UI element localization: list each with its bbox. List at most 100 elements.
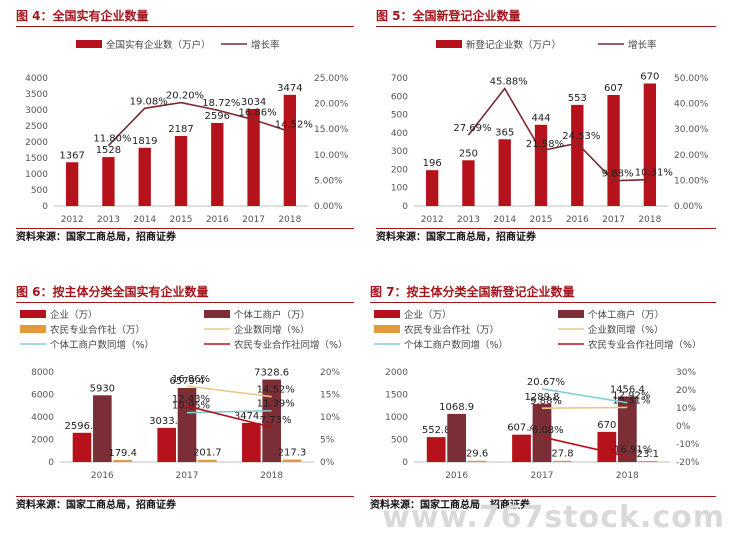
bar [211,122,224,206]
x-tick-label: 2015 [530,215,553,225]
line-data-label: 10.95% [172,401,210,412]
y2-tick-label: 30% [676,368,696,378]
y2-tick-label: 20.00% [314,100,349,110]
bar-data-label: 23.1 [637,449,659,460]
legend-swatch [436,40,462,48]
x-tick-label: 2014 [493,215,516,225]
bar-data-label: 217.3 [278,448,307,459]
line-data-label: 20.20% [166,91,204,102]
bar [467,460,487,462]
chart-title: 图 7：按主体分类全国新登记企业数量 [370,284,716,303]
bar-data-label: 5930 [90,383,115,394]
bar-data-label: 1528 [96,145,121,156]
bar-data-label: 196 [423,158,442,169]
line-data-label: 12.43% [172,394,210,405]
bar [283,94,297,206]
chart-source: 资料来源：国家工商总局，招商证券 [16,496,354,514]
bar-data-label: 670 [597,420,616,431]
x-tick-label: 2018 [260,471,283,481]
bar-data-label: 201.7 [193,448,222,459]
bar-data-label: 1289.8 [525,392,560,403]
chart-panel-fig6: 图 6：按主体分类全国实有企业数量 企业（万） 个体工商户（万） 农民专业合作社（万… [16,284,354,516]
bar-data-label: 2596.1 [65,421,100,432]
bar-data-label: 1068.9 [439,402,474,413]
bar [247,108,260,206]
bar [571,104,584,206]
bar [462,160,475,206]
bar [282,459,302,462]
y-tick-label: 200 [391,165,408,175]
bar-data-label: 607.4 [507,423,536,434]
x-tick-label: 2018 [638,215,661,225]
bar [617,396,637,462]
y2-tick-label: 20.00% [674,151,709,161]
y-tick-label: 2000 [385,368,408,378]
y-tick-label: 500 [391,111,408,121]
line-data-label: -16.91% [610,444,652,455]
line-data-label: 20.67% [527,377,565,388]
y2-tick-label: 25.00% [314,74,349,84]
bar-data-label: 29.6 [466,449,488,460]
x-tick-label: 2017 [531,471,554,481]
line-data-label: 27.69% [453,123,491,134]
x-tick-label: 2017 [176,471,199,481]
x-tick-label: 2013 [457,215,480,225]
line-data-label: 14.52% [257,385,295,396]
series-line [467,87,650,182]
y-tick-label: 300 [391,147,408,157]
bar [93,395,112,462]
bar [597,431,617,462]
x-tick-label: 2018 [616,471,639,481]
bar-data-label: 7328.6 [254,368,289,379]
line-data-label: 10.31% [612,395,650,406]
legend-swatch [20,325,46,333]
series-line [107,101,291,147]
line-data-label: 24.53% [562,131,600,142]
series-line [541,436,628,458]
y-tick-label: 500 [391,436,408,446]
y-tick-label: 700 [391,74,408,84]
bar [425,170,439,206]
bar-data-label: 553 [568,93,587,104]
y-tick-label: 600 [391,92,408,102]
bar [113,459,132,462]
legend-label: 新登记企业数（万户） [466,39,561,51]
y-tick-label: 0 [402,202,408,212]
y-tick-label: 500 [31,186,48,196]
legend-label: 企业数同增（%） [588,324,664,336]
legend-label: 增长率 [251,39,280,51]
bar [498,139,511,206]
legend-label: 全国实有企业数（万户） [106,39,211,51]
bar-data-label: 3034 [241,97,266,108]
legend-label: 企业（万） [404,309,452,321]
series-line [186,385,272,398]
bar-data-label: 27.8 [551,449,573,460]
bar [426,437,446,462]
x-tick-label: 2012 [61,215,84,225]
chart-panel-fig7: 图 7：按主体分类全国新登记企业数量 企业（万） 个体工商户（万） 农民专业合作社（… [370,284,716,516]
bar-data-label: 1367 [59,150,84,161]
line-data-label: 16.86% [239,108,277,119]
y-tick-label: 2000 [25,138,48,148]
y2-tick-label: 30.00% [674,125,709,135]
legend-swatch [558,310,584,318]
y2-tick-label: 5% [320,436,335,446]
x-tick-label: 2016 [566,215,589,225]
line-data-label: 14.52% [275,120,313,131]
line-data-label: 12.92% [612,391,650,402]
line-data-label: 10.31% [635,168,673,179]
bar [638,460,658,462]
line-data-label: 11.39% [257,399,295,410]
bar [174,136,188,206]
chart-fig6: 企业（万） 个体工商户（万） 农民专业合作社（万） 企业数同增（%） 个体工商户数同增（… [20,309,348,481]
legend-swatch [204,310,230,318]
x-tick-label: 2013 [97,215,120,225]
y2-tick-label: 20% [676,386,696,396]
bar-data-label: 365 [495,127,514,138]
legend-label: 个体工商户数同增（%） [50,339,154,351]
chart-panel-fig4: 图 4：全国实有企业数量 全国实有企业数（万户） 增长率 0 500 1000 1500 2… [16,8,354,248]
y-tick-label: 1500 [385,391,408,401]
legend-label: 农民专业合作社（万） [404,324,499,336]
x-tick-label: 2016 [91,471,114,481]
bar [447,413,467,462]
